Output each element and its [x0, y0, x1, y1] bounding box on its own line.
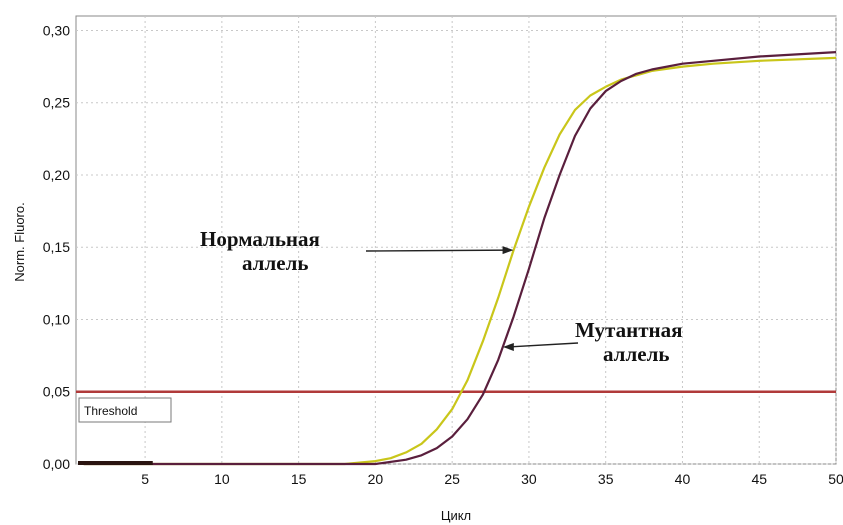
y-tick-label: 0,10: [43, 311, 70, 327]
x-tick-label: 20: [368, 471, 384, 487]
annotation-normal-line1: Нормальная: [200, 227, 320, 251]
annotation-mutant-arrowhead: [502, 342, 514, 351]
threshold-label-box[interactable]: Threshold: [78, 397, 172, 423]
y-ticks: 0,00 0,05 0,10 0,15 0,20 0,25 0,30: [43, 22, 70, 472]
annotation-normal: Нормальная аллель: [200, 227, 514, 275]
threshold-label: Threshold: [84, 404, 137, 418]
y-tick-label: 0,05: [43, 384, 70, 400]
x-tick-label: 10: [214, 471, 230, 487]
y-axis-title: Norm. Fluoro.: [12, 202, 27, 281]
x-axis-title: Цикл: [441, 508, 471, 523]
x-tick-label: 15: [291, 471, 307, 487]
y-tick-label: 0,20: [43, 167, 70, 183]
annotation-mutant-arrow: [508, 342, 579, 348]
plot-area: [75, 15, 837, 465]
x-tick-label: 5: [141, 471, 149, 487]
x-tick-label: 45: [751, 471, 767, 487]
series-line-1[interactable]: [83, 56, 837, 466]
y-tick-label: 0,30: [43, 22, 70, 38]
y-tick-label: 0,25: [43, 95, 70, 111]
series-line-2[interactable]: [83, 51, 837, 466]
series-layer: [78, 51, 837, 466]
annotation-mutant: Мутантная аллель: [502, 318, 683, 366]
x-tick-label: 40: [675, 471, 691, 487]
annotation-mutant-line1: Мутантная: [575, 318, 683, 342]
y-tick-label: 0,00: [43, 456, 70, 472]
annotation-normal-arrow: [365, 249, 508, 252]
x-tick-label: 35: [598, 471, 614, 487]
x-tick-label: 25: [444, 471, 460, 487]
annotation-mutant-line2: аллель: [603, 342, 669, 366]
x-tick-label: 50: [828, 471, 843, 487]
y-tick-label: 0,15: [43, 239, 70, 255]
annotation-normal-arrowhead: [502, 246, 514, 255]
annotation-normal-line2: аллель: [242, 251, 308, 275]
x-tick-label: 30: [521, 471, 537, 487]
x-ticks: 5 10 15 20 25 30 35 40 45 50: [141, 471, 843, 487]
